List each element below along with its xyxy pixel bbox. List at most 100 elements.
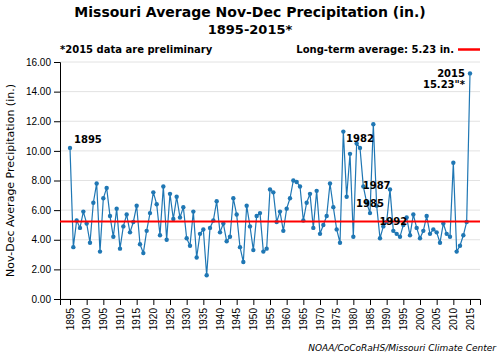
data-point (428, 232, 432, 236)
grid-line (60, 62, 480, 63)
tick-mark (54, 181, 60, 182)
data-point (168, 192, 172, 196)
tick-mark (370, 299, 371, 305)
data-point (191, 209, 195, 213)
tick-mark (470, 299, 471, 305)
grid-line (60, 180, 480, 181)
chart: Missouri Average Nov-Dec Precipitation (… (0, 0, 500, 355)
tick: 2000 (415, 299, 426, 330)
data-point (351, 235, 355, 239)
tick: 2010 (448, 299, 459, 330)
tick: 1955 (265, 299, 276, 330)
tick-label: 1980 (348, 308, 359, 331)
data-point (71, 245, 75, 249)
grid-line (60, 121, 480, 122)
grid-line (60, 210, 480, 211)
data-point (184, 236, 188, 240)
data-point (101, 196, 105, 200)
data-point (281, 229, 285, 233)
tick: 1895 (65, 299, 76, 330)
tick-mark (337, 299, 338, 305)
tick-label: 1990 (381, 308, 392, 331)
tick: 1930 (181, 299, 192, 330)
data-point (234, 212, 238, 216)
grid-line (60, 150, 480, 151)
data-point (88, 241, 92, 245)
data-point (241, 260, 245, 264)
note: *2015 data are preliminary (60, 44, 213, 55)
data-point (251, 248, 255, 252)
tick: 4.00 (32, 234, 60, 245)
data-point (414, 226, 418, 230)
tick: 1920 (148, 299, 159, 330)
annotation: 1985 (356, 198, 384, 209)
data-point (421, 229, 425, 233)
tick-label: 1975 (331, 308, 342, 331)
data-point (78, 226, 82, 230)
data-point (314, 189, 318, 193)
data-point (311, 226, 315, 230)
data-point (104, 186, 108, 190)
tick-label: 1965 (298, 308, 309, 331)
tick-mark (420, 299, 421, 305)
data-point (264, 246, 268, 250)
tick-mark (303, 299, 304, 305)
data-point (391, 229, 395, 233)
tick-label: 1950 (248, 308, 259, 331)
tick-label: 0.00 (32, 294, 52, 305)
y-axis-title: Nov-Dec Average Precipitation (in.) (4, 84, 17, 277)
tick-label: 1930 (181, 308, 192, 331)
data-point (258, 211, 262, 215)
data-point (174, 195, 178, 199)
tick: 1980 (348, 299, 359, 330)
tick-mark (270, 299, 271, 305)
tick: 1940 (215, 299, 226, 330)
annotation: 2015 (437, 68, 465, 79)
tick: 1945 (231, 299, 242, 330)
tick-mark (387, 299, 388, 305)
data-point (424, 214, 428, 218)
legend-swatch (458, 48, 480, 51)
data-point (341, 129, 345, 133)
data-point (324, 214, 328, 218)
annotation: 1987 (363, 180, 391, 191)
tick-label: 1895 (65, 308, 76, 331)
annotation: 1895 (74, 134, 102, 145)
tick: 0.00 (32, 294, 60, 305)
data-point (114, 206, 118, 210)
data-point (178, 215, 182, 219)
subtitle: 1895-2015* (208, 22, 293, 37)
data-point (238, 245, 242, 249)
data-point (431, 227, 435, 231)
data-point (108, 214, 112, 218)
tick-mark (453, 299, 454, 305)
tick-label: 16.00 (26, 57, 51, 68)
data-point (228, 235, 232, 239)
data-point (261, 249, 265, 253)
tick: 1935 (198, 299, 209, 330)
plot-area (60, 71, 480, 277)
data-point (81, 209, 85, 213)
tick-mark (54, 269, 60, 270)
data-point (124, 212, 128, 216)
data-point (288, 196, 292, 200)
data-point (368, 211, 372, 215)
data-point (144, 229, 148, 233)
tick-label: 10.00 (26, 146, 51, 157)
data-point (208, 226, 212, 230)
data-point (148, 211, 152, 215)
data-point (454, 249, 458, 253)
data-point (304, 201, 308, 205)
tick-label: 1935 (198, 308, 209, 331)
tick: 1975 (331, 299, 342, 330)
data-point (271, 190, 275, 194)
tick-label: 2015 (465, 308, 476, 331)
grid-line (60, 239, 480, 240)
tick: 1905 (98, 299, 109, 330)
tick: 2.00 (32, 264, 60, 275)
data-point (294, 180, 298, 184)
data-point (411, 212, 415, 216)
tick-mark (54, 62, 60, 63)
data-point (111, 235, 115, 239)
data-point (244, 203, 248, 207)
